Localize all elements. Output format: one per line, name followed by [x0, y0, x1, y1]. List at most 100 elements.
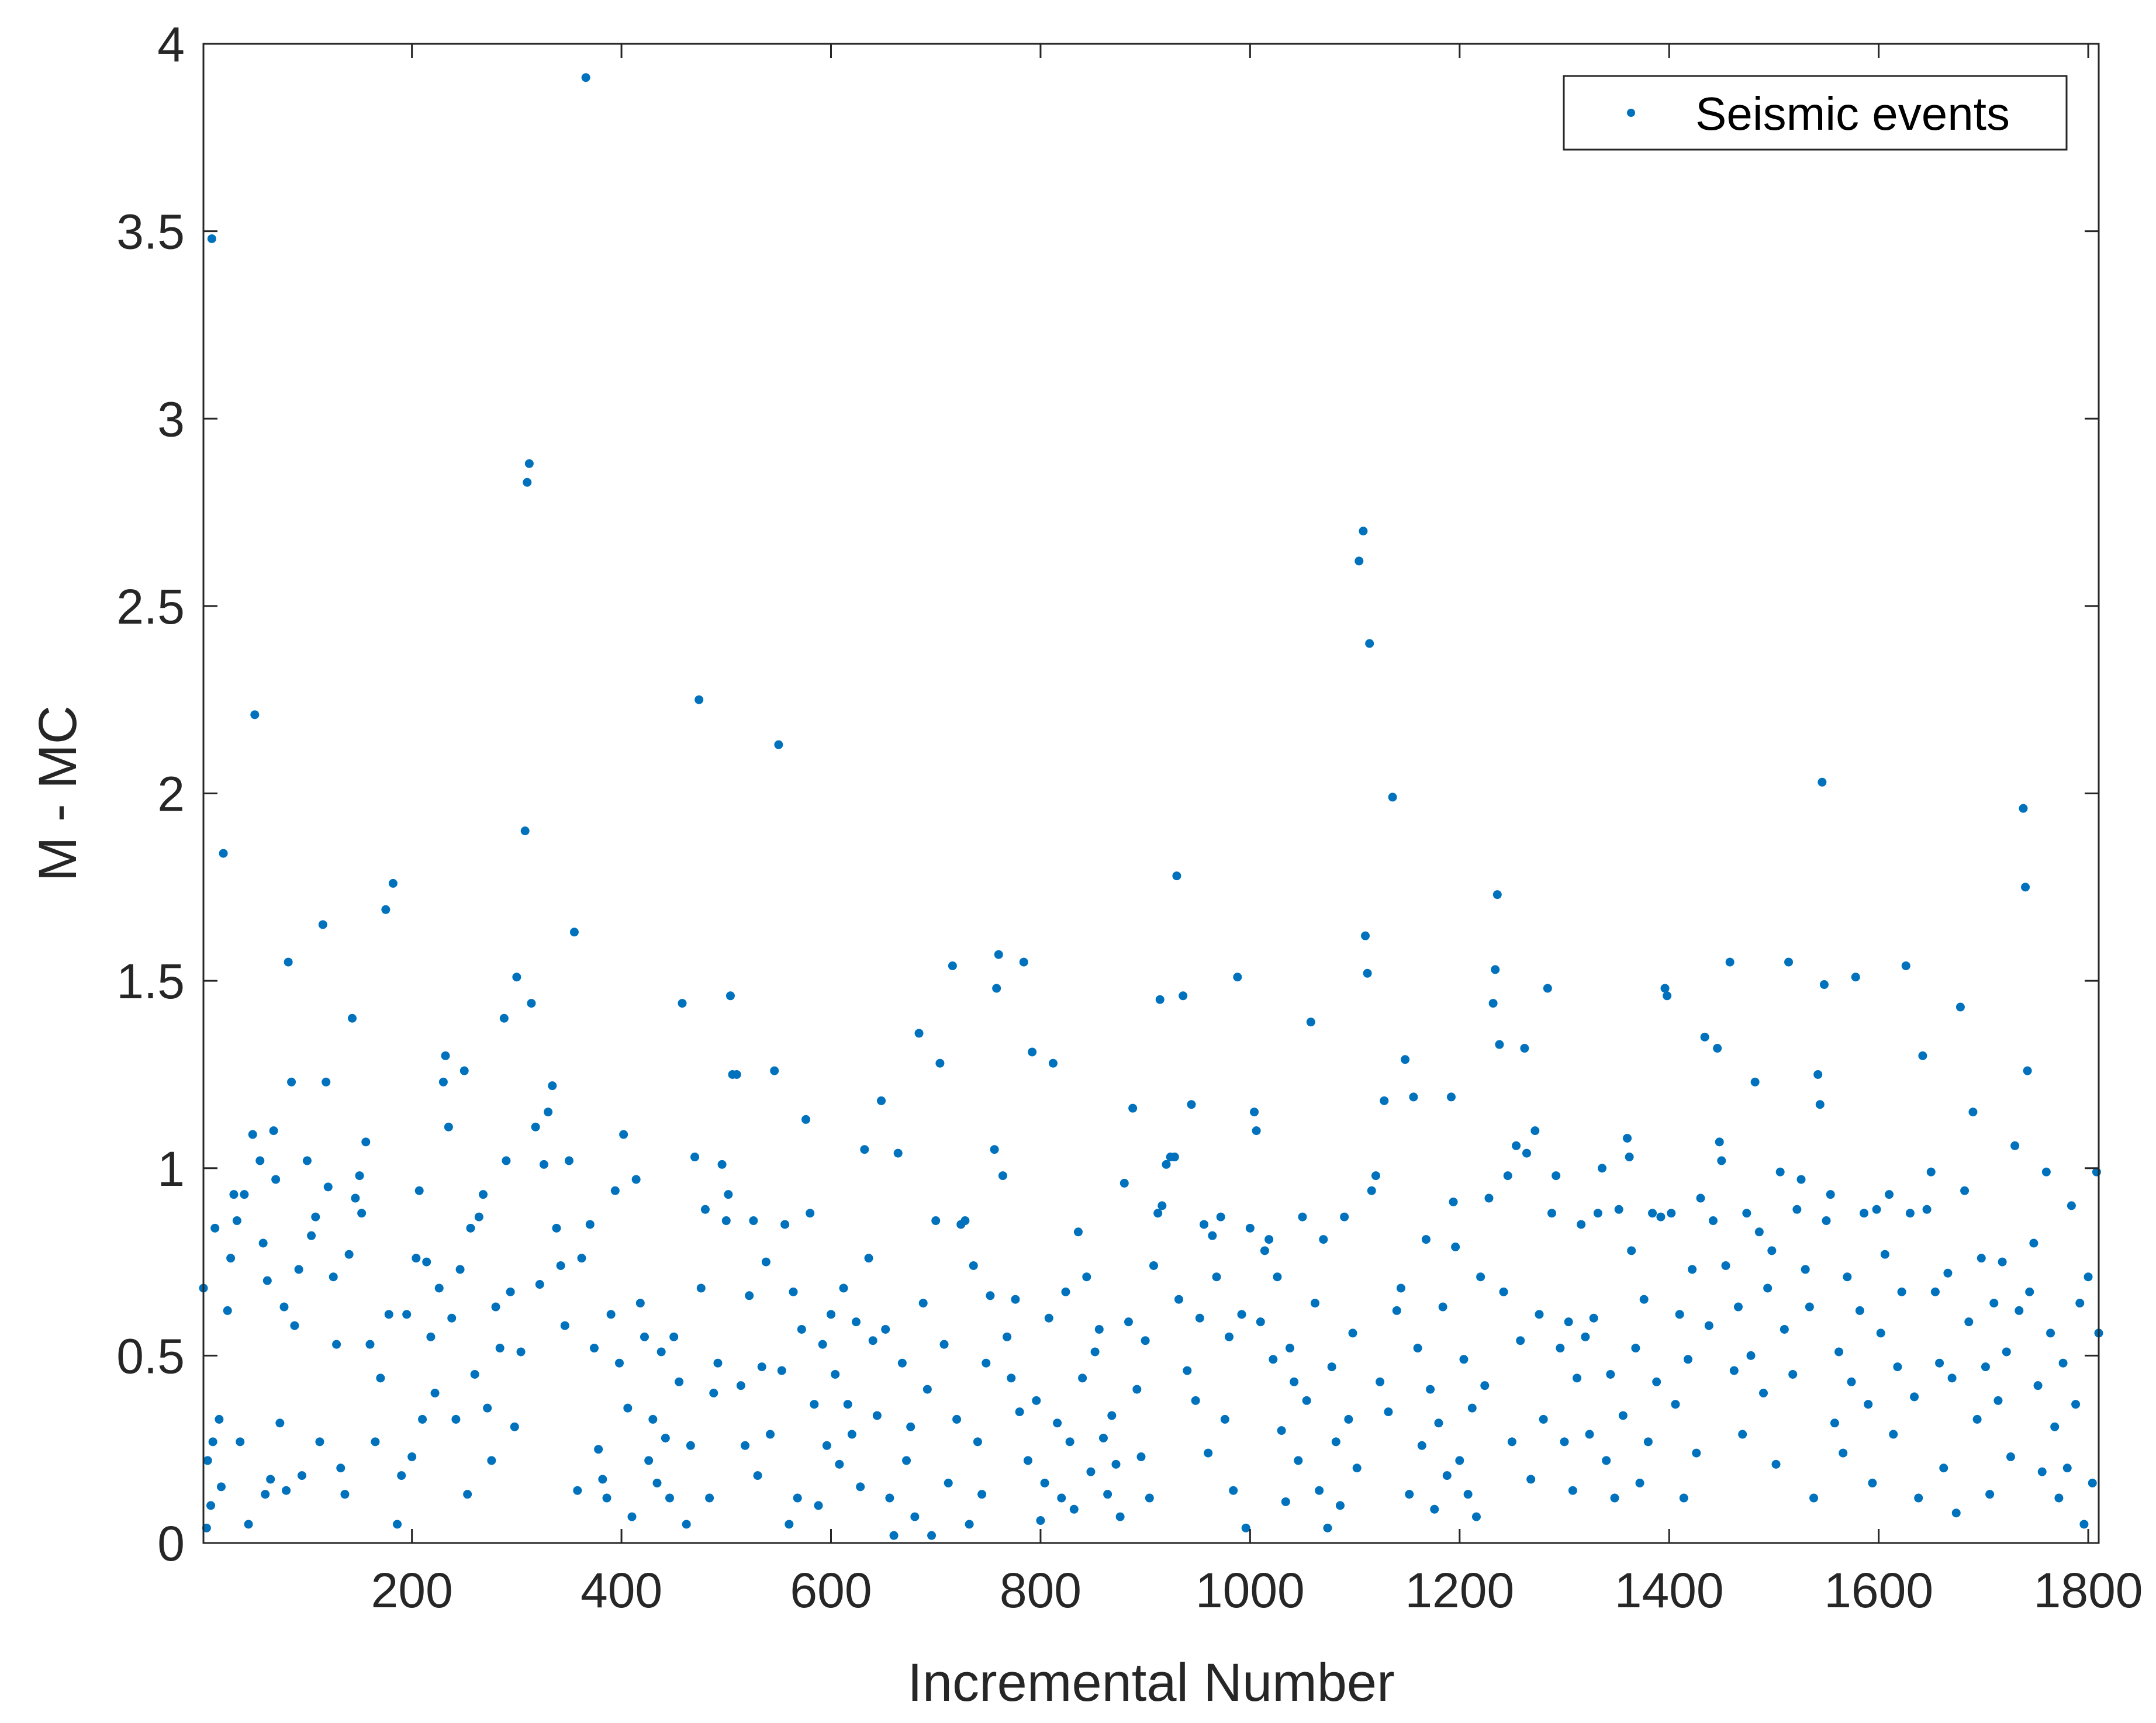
- data-point: [1484, 1193, 1494, 1203]
- data-point: [355, 1171, 364, 1181]
- data-point: [523, 478, 532, 487]
- data-point: [1421, 1235, 1431, 1244]
- data-point: [1149, 1261, 1158, 1270]
- data-point: [1179, 991, 1188, 1001]
- data-point: [843, 1400, 852, 1409]
- data-point: [1652, 1377, 1661, 1386]
- data-point: [1120, 1178, 1129, 1188]
- data-point: [516, 1347, 526, 1357]
- data-point: [1315, 1486, 1324, 1495]
- data-point: [2058, 1358, 2068, 1368]
- y-tick-label: 1: [157, 1141, 185, 1196]
- data-point: [1520, 1044, 1529, 1053]
- data-point: [1281, 1497, 1290, 1506]
- data-point: [1993, 1396, 2003, 1405]
- data-point: [1499, 1287, 1508, 1296]
- data-point: [294, 1265, 303, 1274]
- x-tick-label: 600: [790, 1563, 872, 1618]
- data-point: [2062, 1463, 2072, 1473]
- data-point: [1947, 1373, 1957, 1383]
- data-point: [1801, 1265, 1810, 1274]
- data-point: [284, 957, 293, 967]
- data-point: [922, 1385, 932, 1394]
- data-point: [766, 1430, 775, 1439]
- data-point: [2002, 1347, 2011, 1357]
- data-point: [1187, 1100, 1196, 1109]
- data-point: [935, 1058, 945, 1068]
- data-point: [1635, 1478, 1644, 1487]
- y-tick-label: 2.5: [116, 579, 185, 634]
- x-tick-label: 1000: [1196, 1563, 1305, 1618]
- data-point: [1834, 1347, 1844, 1357]
- data-point: [1492, 890, 1502, 899]
- data-point: [1323, 1523, 1332, 1532]
- data-point: [1430, 1504, 1439, 1514]
- x-tick-label: 200: [371, 1563, 453, 1618]
- data-point: [889, 1531, 899, 1540]
- data-point: [1003, 1332, 1012, 1341]
- data-point: [623, 1403, 633, 1413]
- data-point: [1488, 999, 1498, 1008]
- data-point: [569, 928, 579, 937]
- data-point: [1530, 1126, 1540, 1136]
- x-tick-label: 400: [581, 1563, 662, 1618]
- data-point: [1700, 1032, 1709, 1042]
- points-layer: [199, 73, 2103, 1540]
- data-point: [577, 1254, 586, 1263]
- data-point: [1359, 527, 1368, 536]
- data-point: [749, 1216, 758, 1226]
- data-point: [2088, 1478, 2097, 1487]
- data-point: [2023, 1066, 2032, 1075]
- data-point: [1098, 1433, 1108, 1442]
- data-point: [1111, 1459, 1121, 1469]
- data-point: [384, 1310, 393, 1319]
- data-point: [1998, 1257, 2007, 1267]
- data-point: [1310, 1299, 1319, 1308]
- data-point: [1069, 1504, 1079, 1514]
- data-point: [1094, 1324, 1104, 1334]
- data-point: [906, 1422, 915, 1431]
- data-point: [2050, 1422, 2060, 1431]
- data-point: [797, 1324, 806, 1334]
- data-point: [287, 1077, 296, 1087]
- data-point: [434, 1283, 444, 1293]
- data-point: [627, 1512, 637, 1521]
- data-point: [275, 1418, 285, 1428]
- data-point: [818, 1340, 827, 1349]
- data-point: [560, 1321, 569, 1330]
- data-point: [329, 1272, 338, 1282]
- data-point: [1053, 1418, 1062, 1428]
- data-point: [1512, 1141, 1521, 1150]
- x-tick-label: 1400: [1615, 1563, 1724, 1618]
- y-tick-label: 0: [157, 1516, 185, 1571]
- data-point: [839, 1283, 848, 1293]
- x-tick-label: 1600: [1824, 1563, 1933, 1618]
- data-point: [1704, 1321, 1713, 1330]
- data-point: [1136, 1452, 1146, 1462]
- data-point: [1495, 1040, 1504, 1049]
- data-point: [447, 1313, 457, 1323]
- data-point: [1256, 1317, 1265, 1327]
- data-point: [1708, 1216, 1718, 1226]
- data-point: [927, 1531, 937, 1540]
- data-point: [1212, 1272, 1221, 1282]
- data-point: [986, 1291, 995, 1300]
- data-point: [1252, 1126, 1261, 1136]
- data-point: [1868, 1478, 1877, 1487]
- data-point: [1610, 1493, 1619, 1503]
- data-point: [1598, 1164, 1607, 1173]
- data-point: [1360, 931, 1370, 940]
- data-point: [589, 1344, 599, 1353]
- data-point: [1285, 1344, 1294, 1353]
- data-point: [1930, 1287, 1940, 1296]
- data-point: [1826, 1190, 1835, 1199]
- data-point: [1438, 1302, 1447, 1312]
- data-point: [365, 1340, 375, 1349]
- y-axis-title: M - MC: [28, 705, 88, 881]
- data-point: [1696, 1193, 1705, 1203]
- data-point: [512, 973, 521, 982]
- data-point: [244, 1520, 253, 1529]
- data-point: [1290, 1377, 1299, 1386]
- data-point: [1713, 1044, 1722, 1053]
